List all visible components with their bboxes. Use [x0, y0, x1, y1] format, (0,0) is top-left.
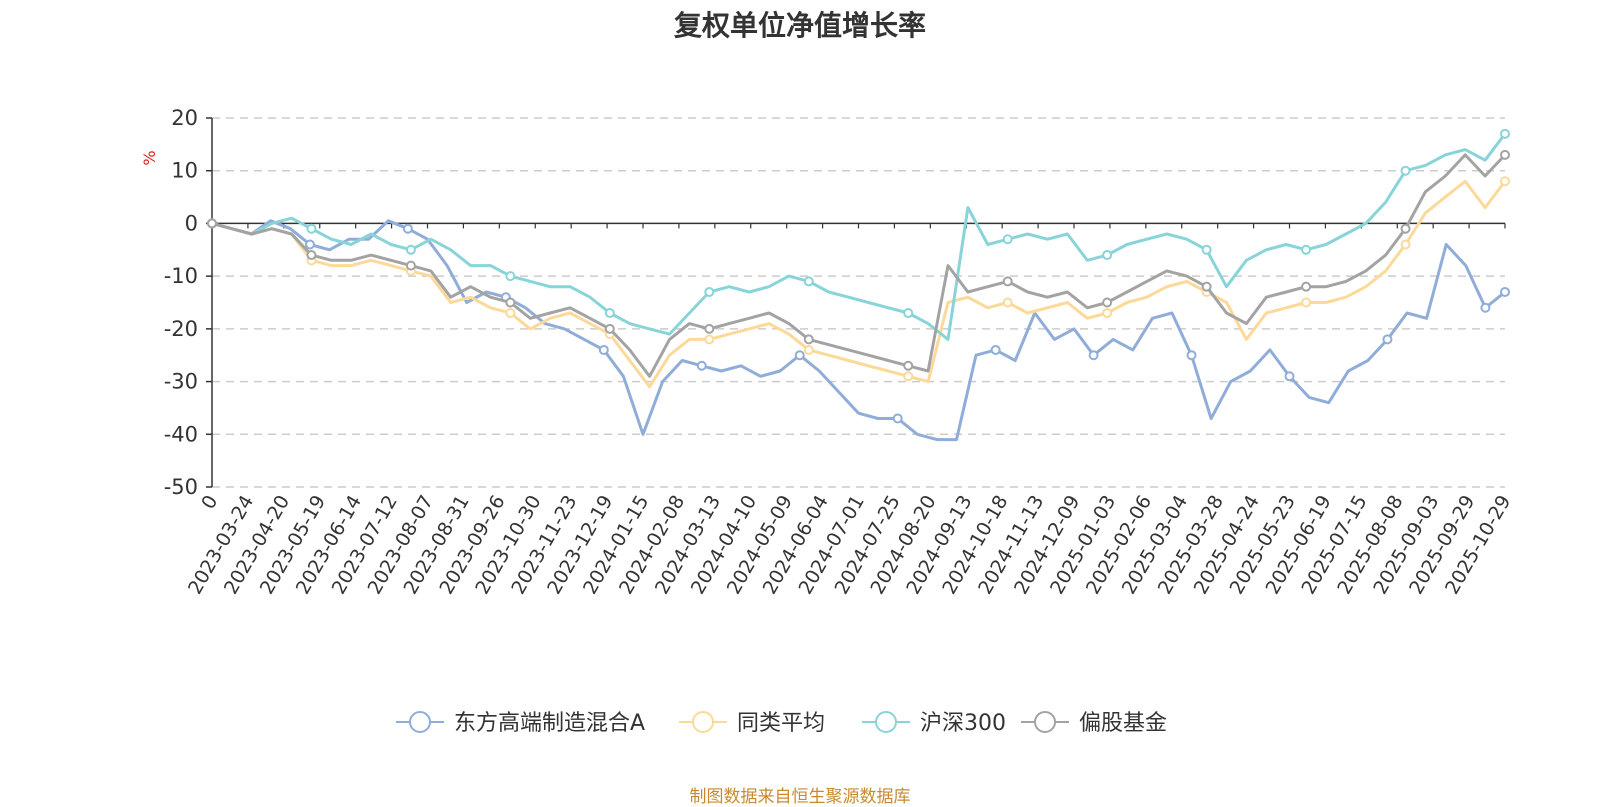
legend-marker-3 — [1034, 711, 1056, 733]
data-point — [604, 308, 615, 319]
data-point — [1301, 297, 1312, 308]
y-tick-label: -20 — [164, 317, 198, 341]
data-point — [1002, 276, 1013, 287]
y-tick-label: -40 — [164, 422, 198, 446]
data-point — [903, 360, 914, 371]
legend-marker-1 — [692, 711, 714, 733]
series-line-1 — [211, 179, 1507, 389]
data-point — [1500, 176, 1510, 187]
data-point — [1088, 350, 1099, 361]
y-tick-label: 0 — [185, 211, 198, 235]
y-tick-label: 10 — [171, 159, 198, 183]
y-tick-label: -30 — [164, 370, 198, 394]
data-point — [1301, 244, 1312, 255]
data-point — [704, 286, 715, 297]
series-line-3 — [211, 153, 1507, 378]
y-axis-unit: % — [140, 150, 159, 165]
data-point — [704, 323, 715, 334]
data-point — [704, 334, 715, 345]
data-point — [1400, 239, 1411, 250]
data-point — [1102, 250, 1113, 261]
series-lines — [207, 128, 1510, 442]
data-point — [794, 350, 805, 361]
legend-label-1: 同类平均 — [737, 711, 825, 736]
data-point — [505, 271, 516, 282]
data-point — [1186, 350, 1197, 361]
data-point — [405, 260, 416, 271]
axes: -50-40-30-20-1001020%02023-03-242023-04-… — [140, 106, 1515, 598]
data-point — [304, 239, 315, 250]
legend-label-3: 偏股基金 — [1079, 711, 1167, 736]
data-point — [505, 308, 516, 319]
data-point — [1500, 286, 1510, 297]
data-point — [402, 223, 413, 234]
data-point — [990, 344, 1001, 355]
data-point — [306, 250, 317, 261]
data-point — [1301, 281, 1312, 292]
legend-marker-2 — [875, 711, 897, 733]
data-point — [598, 344, 609, 355]
data-point — [903, 308, 914, 319]
data-point — [1201, 281, 1212, 292]
data-point — [1284, 371, 1295, 382]
data-point — [1500, 149, 1510, 160]
data-point — [1500, 128, 1510, 139]
data-point — [604, 323, 615, 334]
series-line-0 — [211, 219, 1506, 442]
data-point — [696, 360, 707, 371]
data-point — [1102, 297, 1113, 308]
data-point — [1002, 234, 1013, 245]
data-point — [803, 344, 814, 355]
x-tick-label: 0 — [197, 492, 222, 513]
data-point — [1002, 297, 1013, 308]
source-note: 制图数据来自恒生聚源数据库 — [689, 787, 911, 807]
data-point — [903, 371, 914, 382]
data-point — [892, 413, 903, 424]
legend: 东方高端制造混合A 同类平均 沪深300 偏股基金 — [396, 711, 1167, 736]
legend-marker-0 — [409, 711, 431, 733]
y-tick-label: -10 — [164, 264, 198, 288]
data-point — [306, 223, 317, 234]
legend-label-0: 东方高端制造混合A — [454, 711, 645, 736]
data-point — [1400, 165, 1411, 176]
data-point — [1201, 244, 1212, 255]
data-point — [1400, 223, 1411, 234]
series-line-2 — [211, 132, 1507, 341]
data-point — [1480, 302, 1491, 313]
data-point — [1382, 334, 1393, 345]
data-point — [803, 334, 814, 345]
data-point — [505, 297, 516, 308]
data-point — [405, 244, 416, 255]
legend-label-2: 沪深300 — [920, 711, 1006, 736]
data-point — [1102, 308, 1113, 319]
chart-title: 复权单位净值增长率 — [673, 9, 926, 42]
data-point — [207, 218, 217, 229]
data-point — [803, 276, 814, 287]
y-tick-label: 20 — [171, 106, 198, 130]
y-tick-label: -50 — [164, 475, 198, 499]
